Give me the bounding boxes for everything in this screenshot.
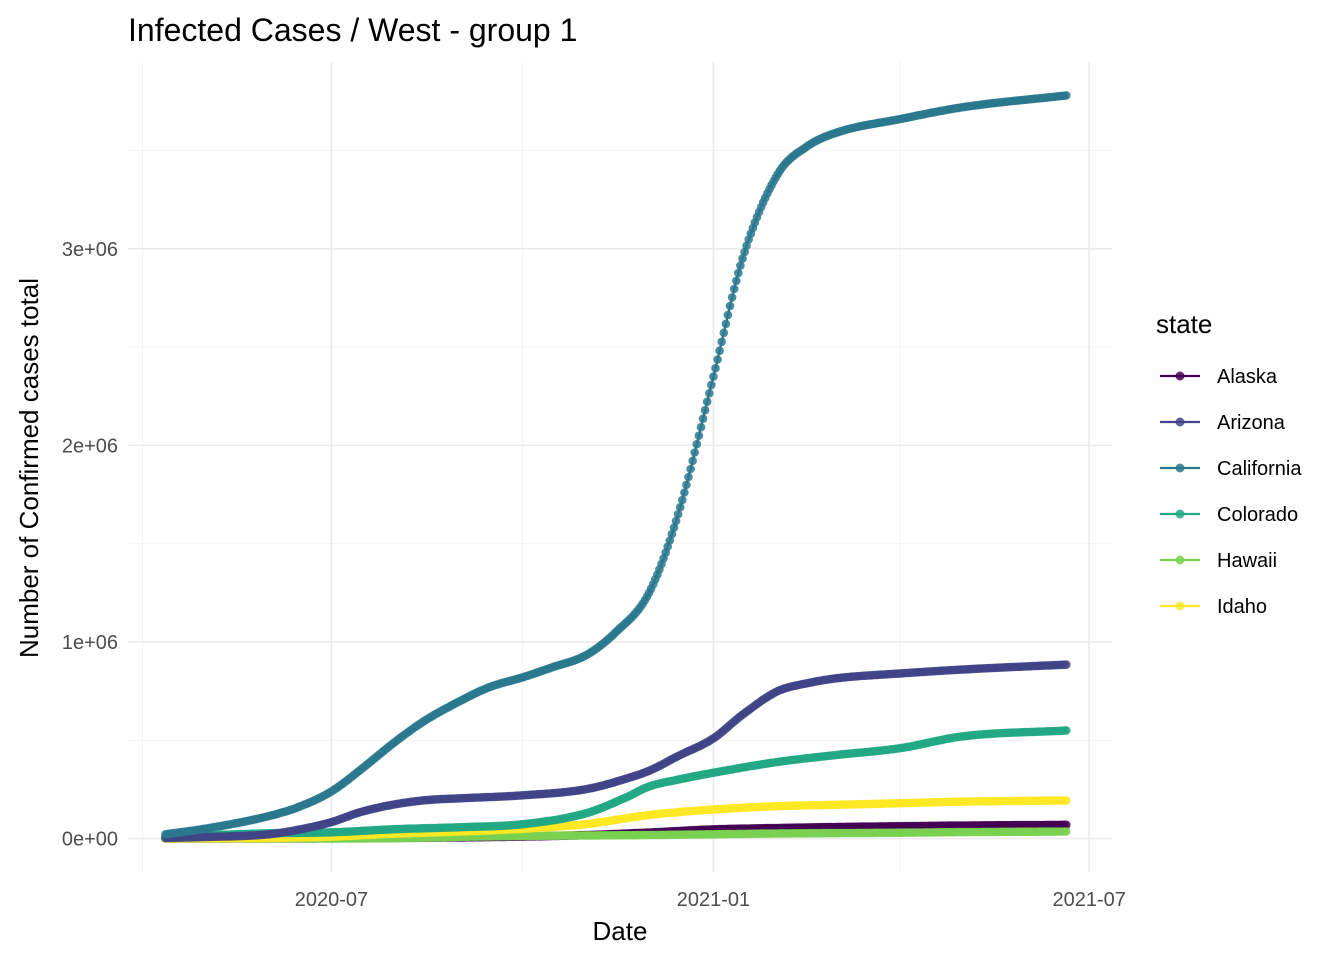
data-point [692, 439, 702, 449]
data-point [1062, 91, 1071, 100]
data-point [719, 328, 729, 338]
y-axis-title: Number of Confirmed cases total [14, 278, 44, 658]
series-line [165, 94, 1067, 836]
series-arizona [161, 660, 1071, 843]
chart-title: Infected Cases / West - group 1 [128, 12, 577, 48]
data-point [696, 422, 706, 432]
data-point [1062, 726, 1071, 735]
data-point [686, 464, 695, 474]
legend-item-idaho: Idaho [1160, 596, 1267, 618]
x-tick-label: 2021-01 [677, 889, 750, 911]
data-point [729, 284, 739, 294]
legend-key-point [1175, 509, 1185, 519]
data-point [727, 293, 737, 302]
y-tick-label: 1e+06 [62, 632, 118, 654]
data-point [680, 488, 689, 497]
grid-lines [128, 62, 1112, 872]
legend-item-alaska: Alaska [1160, 366, 1278, 388]
legend-label: Alaska [1217, 366, 1278, 388]
data-point [1062, 827, 1071, 836]
y-tick-label: 3e+06 [62, 239, 118, 261]
data-point [1062, 796, 1071, 805]
data-point [673, 509, 683, 519]
data-point [682, 480, 691, 490]
legend-key-point [1175, 601, 1185, 611]
y-tick-label: 0e+00 [62, 829, 118, 851]
legend-key-point [1175, 417, 1185, 427]
plot-series [161, 91, 1071, 843]
legend-title: state [1156, 309, 1212, 339]
data-point [717, 337, 726, 347]
data-point [725, 301, 735, 311]
data-point [736, 261, 745, 270]
data-point [702, 397, 712, 407]
legend: state Alaska Arizona California Colorado Haw… [1156, 309, 1302, 618]
data-point [669, 523, 679, 532]
data-point [690, 448, 699, 457]
data-point [700, 405, 710, 415]
legend-key-point [1175, 555, 1185, 565]
data-point [678, 495, 687, 505]
data-point [723, 310, 733, 320]
legend-label: California [1217, 458, 1302, 480]
series-california [161, 91, 1071, 839]
series-line [165, 663, 1067, 839]
data-point [684, 472, 693, 482]
axis-tick-labels: 0e+00 1e+06 2e+06 3e+06 2020-07 2021-01 2021-0… [62, 239, 1126, 911]
data-point [709, 372, 718, 381]
data-point [734, 268, 743, 278]
legend-label: Hawaii [1217, 550, 1277, 572]
legend-label: Arizona [1217, 412, 1286, 434]
x-tick-label: 2021-07 [1052, 889, 1125, 911]
legend-item-arizona: Arizona [1160, 412, 1286, 434]
data-point [738, 254, 747, 263]
legend-item-hawaii: Hawaii [1160, 550, 1277, 572]
data-point [694, 431, 704, 441]
legend-label: Colorado [1217, 504, 1298, 526]
data-point [667, 529, 677, 539]
legend-item-california: California [1160, 458, 1302, 480]
data-point [711, 363, 720, 373]
data-point [675, 502, 685, 512]
data-point [1062, 820, 1071, 830]
data-point [707, 380, 716, 390]
legend-key-point [1175, 371, 1185, 381]
x-tick-label: 2020-07 [295, 889, 368, 911]
legend-item-colorado: Colorado [1160, 504, 1298, 526]
data-point [732, 276, 741, 286]
data-point [721, 319, 731, 329]
data-point [713, 355, 722, 364]
data-point [715, 346, 724, 356]
data-point [698, 414, 708, 424]
y-tick-label: 2e+06 [62, 435, 118, 457]
data-point [705, 389, 714, 398]
data-point [1062, 660, 1071, 669]
x-axis-title: Date [593, 916, 648, 946]
legend-label: Idaho [1217, 596, 1267, 618]
data-point [688, 456, 697, 466]
data-point [671, 516, 681, 526]
legend-key-point [1175, 463, 1185, 473]
